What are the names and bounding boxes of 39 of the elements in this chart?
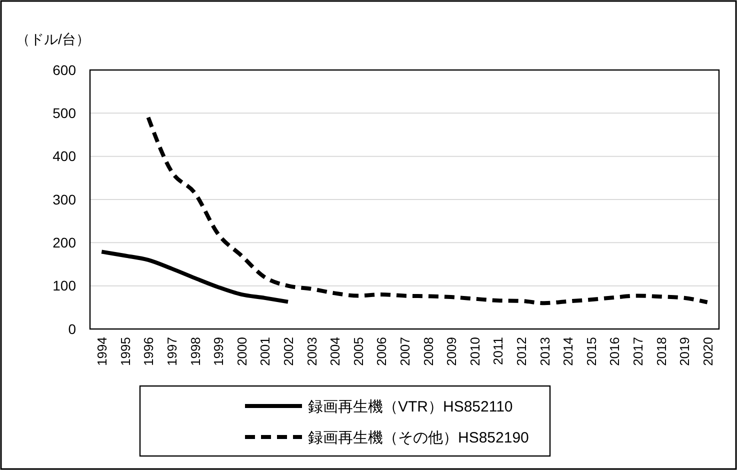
x-tick-label: 2005	[350, 337, 366, 366]
y-tick-label: 200	[52, 234, 76, 251]
y-tick-label: 500	[52, 105, 76, 122]
x-tick-label: 2002	[281, 337, 296, 366]
x-tick-label: 1997	[164, 337, 180, 366]
y-axis-title: （ドル/台）	[16, 31, 90, 47]
line-series	[100, 250, 290, 304]
y-tick-label: 600	[52, 62, 76, 78]
x-tick-label: 1995	[118, 337, 133, 366]
x-tick-label: 2012	[514, 337, 529, 366]
x-tick-label: 2008	[420, 337, 436, 366]
y-tick-label: 400	[52, 148, 76, 164]
x-tick-label: 2011	[490, 337, 506, 365]
x-tick-label: 2019	[677, 337, 692, 366]
y-tick-label: 0	[68, 320, 76, 337]
x-tick-label: 1999	[211, 337, 226, 366]
y-tick-label: 300	[52, 191, 76, 208]
x-tick-label: 2009	[444, 337, 460, 366]
x-tick-label: 2000	[234, 337, 250, 366]
x-tick-label: 2016	[607, 337, 622, 366]
x-tick-label: 2001	[258, 337, 273, 366]
legend-label: 録画再生機（その他）HS852190	[308, 429, 529, 446]
x-tick-label: 2010	[467, 337, 482, 366]
x-tick-label: 2003	[304, 337, 320, 366]
x-tick-label: 2014	[560, 337, 576, 366]
x-tick-label: 2017	[630, 337, 646, 366]
x-tick-label: 2006	[374, 337, 390, 366]
line-series	[146, 115, 710, 306]
x-tick-label: 2020	[700, 337, 716, 366]
x-tick-label: 2013	[537, 337, 552, 366]
x-tick-label: 2007	[398, 337, 412, 366]
x-tick-label: 1994	[94, 337, 110, 366]
legend-label: 録画再生機（VTR）HS852110	[308, 398, 513, 416]
y-tick-label: 100	[52, 278, 76, 294]
x-tick-label: 1996	[141, 337, 156, 366]
x-tick-label: 2018	[654, 337, 669, 366]
x-tick-label: 2004	[328, 337, 343, 366]
x-tick-label: 2015	[584, 337, 599, 366]
x-tick-label: 1998	[188, 337, 203, 366]
